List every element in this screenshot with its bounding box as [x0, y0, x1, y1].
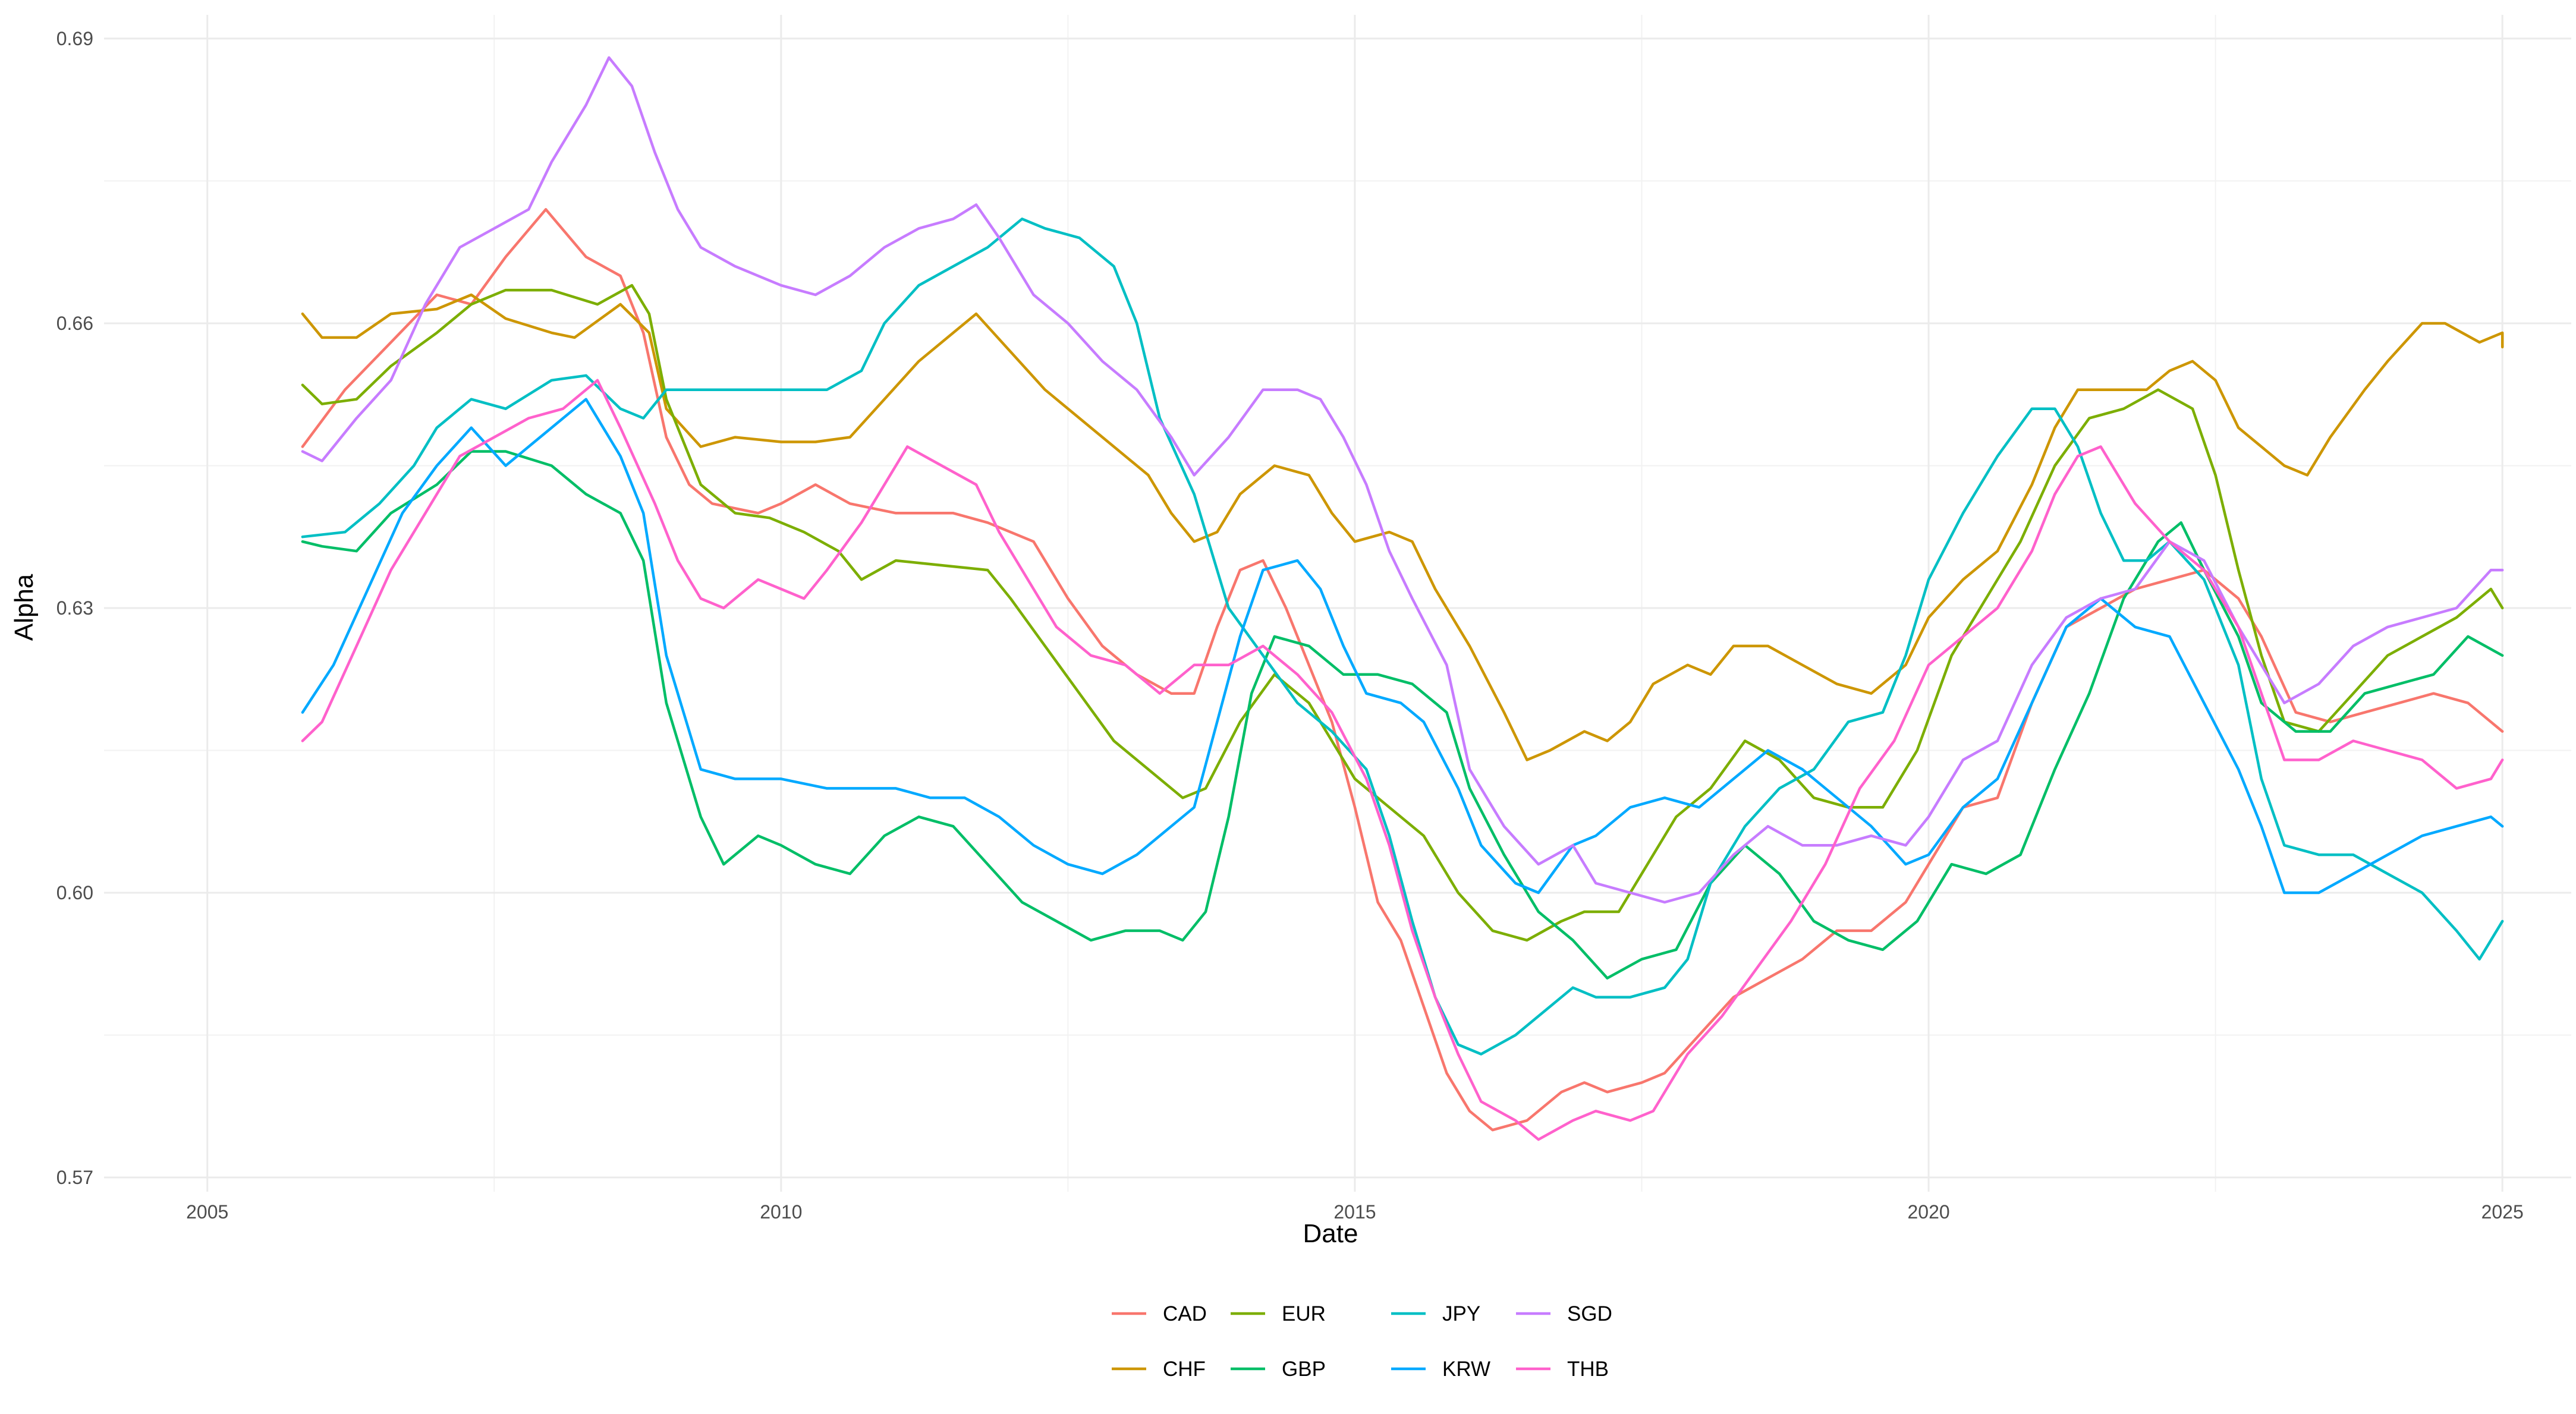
x-tick-label: 2005 [186, 1201, 228, 1223]
major-gridlines [104, 15, 2571, 1192]
y-tick-label: 0.63 [56, 597, 93, 619]
x-axis-tick-labels: 2005 2010 2015 2020 2025 [186, 1201, 2524, 1223]
legend-label: EUR [1282, 1302, 1326, 1325]
x-tick-label: 2025 [2481, 1201, 2524, 1223]
legend-item-thb: THB [1516, 1358, 1609, 1381]
legend-label: THB [1567, 1358, 1609, 1381]
legend-label: CAD [1163, 1302, 1207, 1325]
legend-label: JPY [1442, 1302, 1480, 1325]
legend-label: CHF [1163, 1358, 1206, 1381]
x-tick-label: 2010 [760, 1201, 802, 1223]
series-line-cad [301, 208, 2504, 1132]
y-tick-label: 0.69 [56, 28, 93, 49]
y-tick-label: 0.60 [56, 882, 93, 903]
legend-item-jpy: JPY [1391, 1302, 1480, 1325]
series-line-eur [301, 284, 2504, 942]
legend-label: SGD [1567, 1302, 1612, 1325]
series-lines [301, 56, 2504, 1141]
legend-item-chf: CHF [1112, 1358, 1206, 1381]
y-axis-tick-labels: 0.57 0.60 0.63 0.66 0.69 [56, 28, 93, 1188]
x-tick-label: 2015 [1333, 1201, 1376, 1223]
legend-item-eur: EUR [1231, 1302, 1326, 1325]
legend: CAD EUR JPY SGD CHF GBP KRW THB [1112, 1302, 1612, 1381]
y-tick-label: 0.66 [56, 313, 93, 334]
x-tick-label: 2020 [1907, 1201, 1949, 1223]
series-line-thb [301, 379, 2504, 1141]
legend-label: GBP [1282, 1358, 1326, 1381]
legend-item-cad: CAD [1112, 1302, 1207, 1325]
series-line-sgd [301, 56, 2504, 904]
x-axis-title: Date [1303, 1219, 1358, 1248]
legend-item-sgd: SGD [1516, 1302, 1612, 1325]
series-line-krw [301, 398, 2504, 895]
y-tick-label: 0.57 [56, 1167, 93, 1188]
series-line-chf [301, 293, 2504, 761]
series-line-jpy [301, 218, 2504, 1056]
y-axis-title: Alpha [10, 574, 39, 641]
legend-item-gbp: GBP [1231, 1358, 1326, 1381]
legend-label: KRW [1442, 1358, 1490, 1381]
legend-item-krw: KRW [1391, 1358, 1490, 1381]
